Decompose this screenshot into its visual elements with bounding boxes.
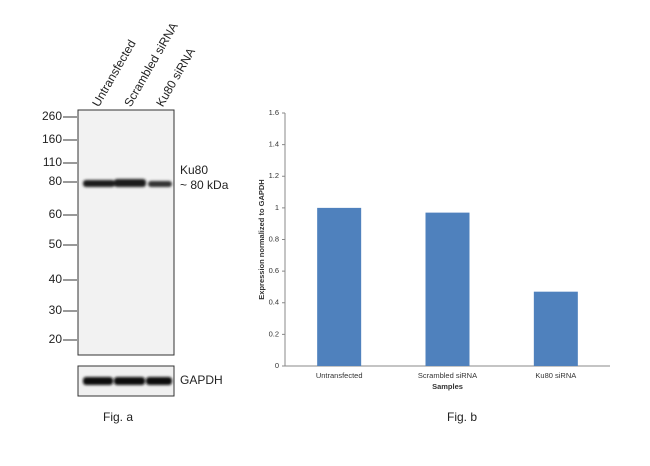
band: [148, 181, 172, 187]
y-tick-label: 1.2: [269, 171, 279, 180]
blot-panel: [77, 109, 175, 356]
y-tick-label: 1.4: [269, 140, 279, 149]
marker-label: 30: [49, 303, 63, 317]
bar: [425, 212, 470, 366]
target-label: Ku80: [180, 163, 208, 177]
marker-label: 260: [42, 109, 62, 123]
x-axis-label: Samples: [432, 382, 463, 391]
y-tick-label: 0.2: [269, 329, 279, 338]
marker-label: 20: [49, 332, 63, 346]
marker-label: 160: [42, 132, 62, 146]
caption: Fig. a: [103, 410, 133, 424]
band: [146, 377, 172, 385]
marker-label: 80: [49, 174, 63, 188]
caption: Fig. b: [447, 410, 477, 424]
y-tick-label: 0.6: [269, 266, 279, 275]
bar: [317, 207, 362, 366]
y-tick-label: 0.8: [269, 234, 279, 243]
band: [83, 180, 115, 187]
marker-label: 60: [49, 207, 63, 221]
y-axis-label: Expression normalized to GAPDH: [257, 179, 266, 299]
target-size: ~ 80 kDa: [180, 178, 229, 192]
x-tick-label: Scrambled siRNA: [418, 371, 477, 380]
y-tick-label: 1.6: [269, 108, 279, 117]
band: [83, 377, 113, 385]
x-tick-label: Untransfected: [316, 371, 363, 380]
control-label: GAPDH: [180, 373, 223, 387]
marker-label: 40: [49, 272, 63, 286]
marker-label: 110: [43, 155, 62, 169]
y-tick-label: 1: [275, 203, 279, 212]
marker-label: 50: [49, 237, 63, 251]
x-tick-label: Ku80 siRNA: [535, 371, 576, 380]
band: [114, 377, 145, 385]
bar: [533, 291, 578, 366]
y-tick-label: 0: [275, 361, 279, 370]
bands: [83, 179, 172, 385]
band: [114, 179, 146, 187]
y-tick-label: 0.4: [269, 298, 279, 307]
